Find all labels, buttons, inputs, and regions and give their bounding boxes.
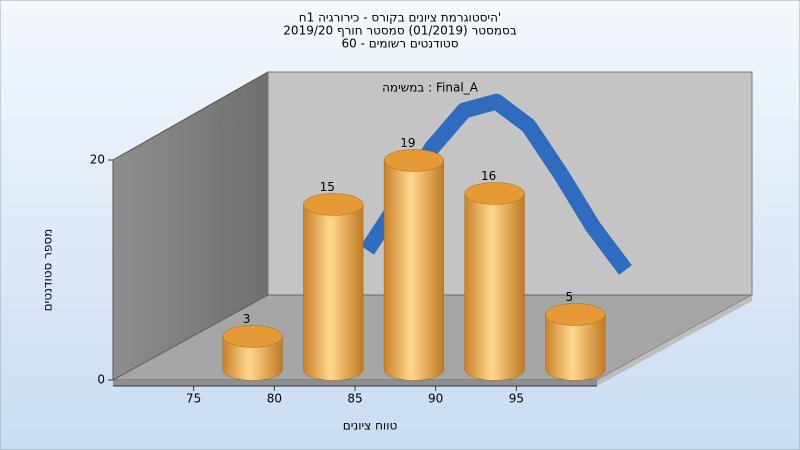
bar [545,303,606,381]
bar-top [383,149,445,172]
bar-body [545,314,606,381]
data-label: 19 [400,136,415,150]
y-tick-label: 20 [90,153,105,167]
title-line: היסטוגרמת ציונים בקורס - כירורגיה 1ח' [299,11,501,25]
bar-body [464,193,525,381]
data-label: 5 [565,290,573,304]
x-tick-label: 95 [509,392,524,406]
bar [222,325,283,381]
bar [464,182,525,381]
x-tick-label: 80 [267,392,282,406]
bar-body [303,204,364,381]
x-tick-label: 90 [428,392,443,406]
data-label: 15 [320,180,335,194]
bar-top [464,182,525,205]
floor-edge [597,295,752,386]
bar-top [545,303,606,326]
x-tick-label: 85 [347,392,362,406]
x-axis-label: טווח ציונים [343,419,398,433]
bar-body [383,160,445,381]
bar-top [303,193,364,216]
annotation: במשימה : Final_A [382,81,479,95]
title-line: בסמסטר (01/2019) סמסטר חורף 2019/20 [283,24,516,38]
bar-body [222,336,283,381]
y-axis-label: מספר סטודנטים [41,229,55,312]
x-tick-label: 75 [186,392,201,406]
title-line: סטודנטים רשומים - 60 [341,37,458,51]
data-label: 16 [481,169,496,183]
bar [303,193,364,381]
floor-edge [113,380,597,386]
bar [383,149,445,381]
y-tick-label: 0 [97,373,105,387]
bar-top [222,325,283,348]
data-label: 3 [243,312,251,326]
